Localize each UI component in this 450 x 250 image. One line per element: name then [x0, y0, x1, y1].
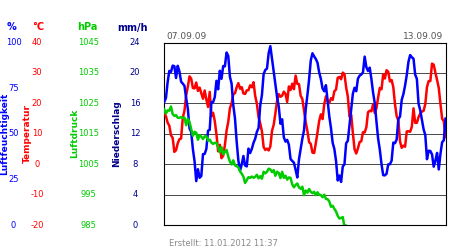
Text: 07.09.09: 07.09.09 — [166, 32, 207, 41]
Text: 12: 12 — [130, 129, 140, 138]
Text: 0: 0 — [132, 220, 138, 230]
Text: Luftdruck: Luftdruck — [70, 109, 79, 158]
Text: hPa: hPa — [77, 22, 98, 32]
Text: 25: 25 — [8, 175, 19, 184]
Text: Erstellt: 11.01.2012 11:37: Erstellt: 11.01.2012 11:37 — [169, 238, 278, 248]
Text: 30: 30 — [32, 68, 42, 78]
Text: %: % — [6, 22, 16, 32]
Text: 1045: 1045 — [78, 38, 99, 47]
Text: 20: 20 — [32, 99, 42, 108]
Text: 985: 985 — [81, 220, 97, 230]
Text: -20: -20 — [30, 220, 44, 230]
Text: 20: 20 — [130, 68, 140, 78]
Text: 0: 0 — [34, 160, 40, 169]
Text: 40: 40 — [32, 38, 42, 47]
Text: Luftfeuchtigkeit: Luftfeuchtigkeit — [0, 92, 9, 175]
Text: 100: 100 — [5, 38, 22, 47]
Text: 4: 4 — [132, 190, 138, 199]
Text: 24: 24 — [130, 38, 140, 47]
Text: 8: 8 — [132, 160, 138, 169]
Text: 1015: 1015 — [78, 129, 99, 138]
Text: 16: 16 — [130, 99, 140, 108]
Text: Temperatur: Temperatur — [22, 104, 32, 163]
Text: 50: 50 — [8, 129, 19, 138]
Text: -10: -10 — [30, 190, 44, 199]
Text: 10: 10 — [32, 129, 42, 138]
Text: 1005: 1005 — [78, 160, 99, 169]
Text: 995: 995 — [81, 190, 97, 199]
Text: 1025: 1025 — [78, 99, 99, 108]
Text: mm/h: mm/h — [117, 22, 148, 32]
Text: 0: 0 — [11, 220, 16, 230]
Text: 13.09.09: 13.09.09 — [403, 32, 443, 41]
Text: Niederschlag: Niederschlag — [112, 100, 122, 167]
Text: 75: 75 — [8, 84, 19, 92]
Text: 1035: 1035 — [78, 68, 99, 78]
Text: °C: °C — [32, 22, 44, 32]
